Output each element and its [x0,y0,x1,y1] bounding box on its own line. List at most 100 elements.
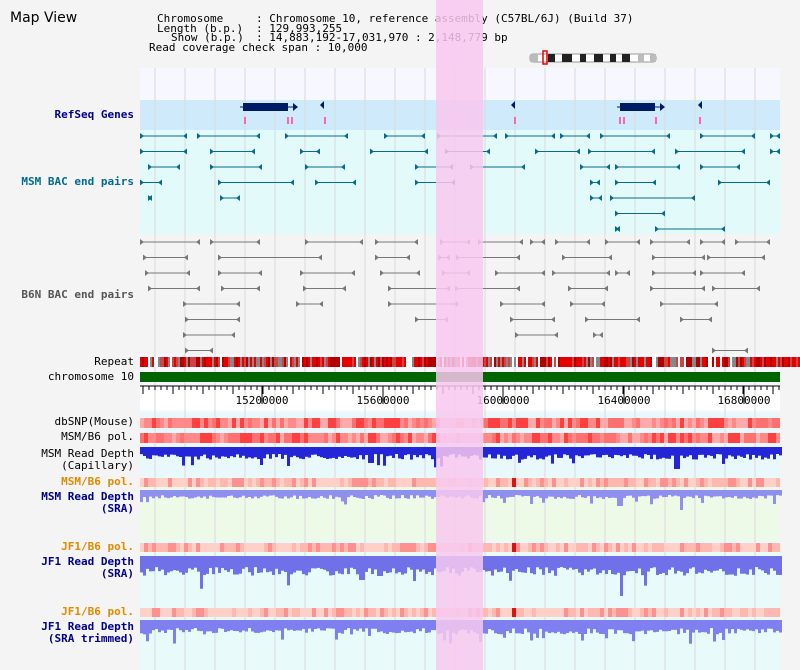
track-label-jf1-b6-pol[interactable]: JF1/B6 pol. [61,540,134,553]
depth-bar [518,490,521,496]
depth-bar [743,447,746,458]
track-label-jf1-depth-trimmed[interactable]: JF1 Read Depth [41,620,134,633]
track-label-msm-b6-pol[interactable]: MSM/B6 pol. [61,430,134,443]
depth-bar [308,620,311,629]
repeat-block [422,357,424,367]
depth-bar [245,447,248,459]
bac-end [256,239,260,245]
depth-bar [599,447,602,458]
depth-bar [743,620,746,631]
depth-bar [740,556,743,574]
bac-end [712,347,716,354]
track-label-msm-b6-pol-2[interactable]: MSM/B6 pol. [61,475,134,488]
pol-cell [692,433,696,443]
pol-cell [236,478,240,487]
depth-bar [587,556,590,572]
pol-cell [252,608,256,617]
pol-cell [424,433,428,443]
repeat-block [788,357,790,367]
depth-bar [260,447,263,465]
pol-cell [608,433,612,443]
pol-cell [660,608,664,617]
depth-bar [749,556,752,570]
depth-bar [620,447,623,457]
repeat-block [750,357,752,367]
track-label-refseq[interactable]: RefSeq Genes [54,108,134,121]
pol-cell [564,433,568,443]
depth-bar [521,620,524,634]
depth-bar [614,620,617,634]
track-label-dbsnp[interactable]: dbSNP(Mouse) [54,415,134,428]
bac-end [535,148,539,155]
depth-bar [377,620,380,633]
repeat-block [312,357,314,367]
repeat-block [144,357,146,367]
depth-bar [557,447,560,458]
pol-cell [396,478,400,487]
pol-cell [164,543,168,552]
pol-cell [336,478,340,487]
depth-bar [233,620,236,632]
depth-bar [353,620,356,630]
pol-cell [372,608,376,617]
pol-cell [520,478,524,487]
track-label-jf1-b6-pol-2[interactable]: JF1/B6 pol. [61,605,134,618]
bac-end [148,164,152,170]
pol-cell [248,433,252,443]
depth-bar [185,620,188,630]
repeat-block [368,357,370,367]
depth-bar [692,447,695,460]
depth-bar [401,556,404,575]
depth-bar [623,620,626,634]
pol-cell [700,478,704,487]
depth-bar [743,556,746,574]
depth-bar [341,490,344,502]
track-label-msm-depth-sra[interactable]: MSM Read Depth [41,490,134,503]
depth-bar [569,490,572,499]
repeat-block [224,357,226,367]
pol-cell [212,418,216,428]
pol-cell [620,608,624,617]
depth-bar [779,490,782,496]
repeat-block [492,357,494,367]
depth-bar [602,620,605,634]
depth-bar [311,490,314,499]
pol-cell [648,608,652,617]
depth-bar [635,556,638,574]
pol-cell [312,543,316,552]
depth-bar [428,490,431,497]
repeat-block [318,357,320,367]
repeat-block [542,357,544,367]
depth-bar [707,490,710,497]
pol-cell [384,543,388,552]
depth-bar [650,490,653,505]
depth-bar [152,556,155,572]
depth-bar [389,620,392,633]
chromosome-ideogram[interactable] [529,50,657,65]
page-title: Map View [10,10,78,26]
depth-bar [764,447,767,458]
pol-cell [584,478,588,487]
depth-bar [434,490,437,498]
depth-bar [146,556,149,569]
depth-bar [509,490,512,497]
depth-bar [164,556,167,576]
track-label-repeat[interactable]: Repeat [94,355,134,368]
depth-bar [767,620,770,629]
depth-bar [308,490,311,497]
repeat-block [742,357,744,367]
track-label-msm-depth-capillary[interactable]: MSM Read Depth [41,447,134,460]
depth-bar [494,447,497,459]
repeat-block [604,357,606,367]
pol-cell [292,478,296,487]
pol-cell [288,608,292,617]
pol-cell [184,418,188,428]
track-label-b6n-bac[interactable]: B6N BAC end pairs [21,288,134,301]
depth-bar [248,490,251,497]
repeat-block [770,357,772,367]
depth-bar [191,556,194,570]
bac-end [415,179,419,186]
track-label-jf1-depth-sra[interactable]: JF1 Read Depth [41,555,134,568]
track-label-msm-bac[interactable]: MSM BAC end pairs [21,175,134,188]
